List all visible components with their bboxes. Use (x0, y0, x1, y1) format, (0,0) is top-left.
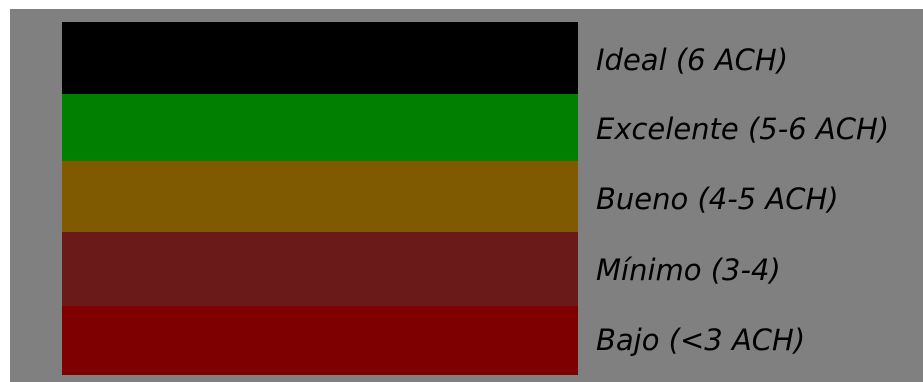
label-bueno: Bueno (4-5 ACH) (596, 182, 839, 216)
swatch-minimo (62, 232, 578, 306)
label-ideal: Ideal (6 ACH) (596, 43, 789, 77)
label-minimo: Mínimo (3-4) (596, 253, 781, 287)
swatch-bueno (62, 161, 578, 232)
label-excelente: Excelente (5-6 ACH) (596, 112, 890, 146)
label-bajo: Bajo (<3 ACH) (596, 323, 806, 357)
swatch-excelente (62, 94, 578, 161)
swatch-ideal (62, 22, 578, 94)
swatch-bajo (62, 306, 578, 375)
